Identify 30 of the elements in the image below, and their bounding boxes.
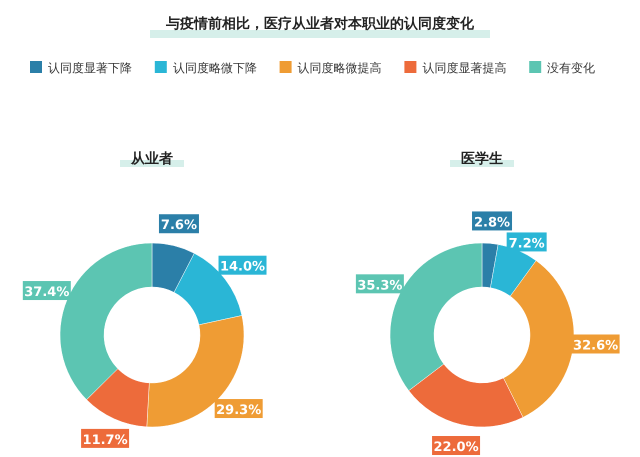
donut-slice bbox=[86, 368, 150, 428]
data-label: 32.6% bbox=[573, 338, 618, 354]
data-label: 29.3% bbox=[216, 403, 262, 418]
legend-label: 认同度显著提高 bbox=[422, 61, 506, 75]
slice: 32.6% bbox=[503, 260, 620, 418]
data-label: 35.3% bbox=[357, 278, 402, 294]
slice: 14.0% bbox=[174, 253, 267, 326]
slice: 22.0% bbox=[408, 364, 524, 455]
data-label: 37.4% bbox=[24, 285, 70, 300]
data-label: 7.6% bbox=[160, 218, 197, 234]
data-label: 22.0% bbox=[434, 440, 479, 456]
donut-slice bbox=[482, 242, 498, 288]
legend-label: 认同度显著下降 bbox=[48, 61, 132, 75]
slice: 35.3% bbox=[356, 242, 482, 391]
slice: 11.7% bbox=[81, 368, 150, 448]
chart-subtitle: 医学生 bbox=[461, 151, 503, 167]
donut-slice bbox=[503, 260, 574, 418]
slice: 29.3% bbox=[146, 315, 263, 428]
legend-label: 认同度略微提高 bbox=[298, 61, 382, 75]
legend-label: 认同度略微下降 bbox=[172, 61, 257, 75]
data-label: 2.8% bbox=[474, 215, 510, 230]
slice: 37.4% bbox=[22, 242, 152, 400]
data-label: 14.0% bbox=[220, 260, 266, 275]
data-label: 11.7% bbox=[82, 432, 128, 448]
text: 从业者 bbox=[130, 151, 173, 167]
chart-title: 与疫情前相比，医疗从业者对本职业的认同度变化 bbox=[165, 15, 475, 32]
slice: 7.6% bbox=[152, 214, 199, 293]
donut-slice bbox=[152, 242, 195, 293]
donut-slice bbox=[408, 364, 524, 428]
legend-label: 没有变化 bbox=[547, 61, 596, 75]
